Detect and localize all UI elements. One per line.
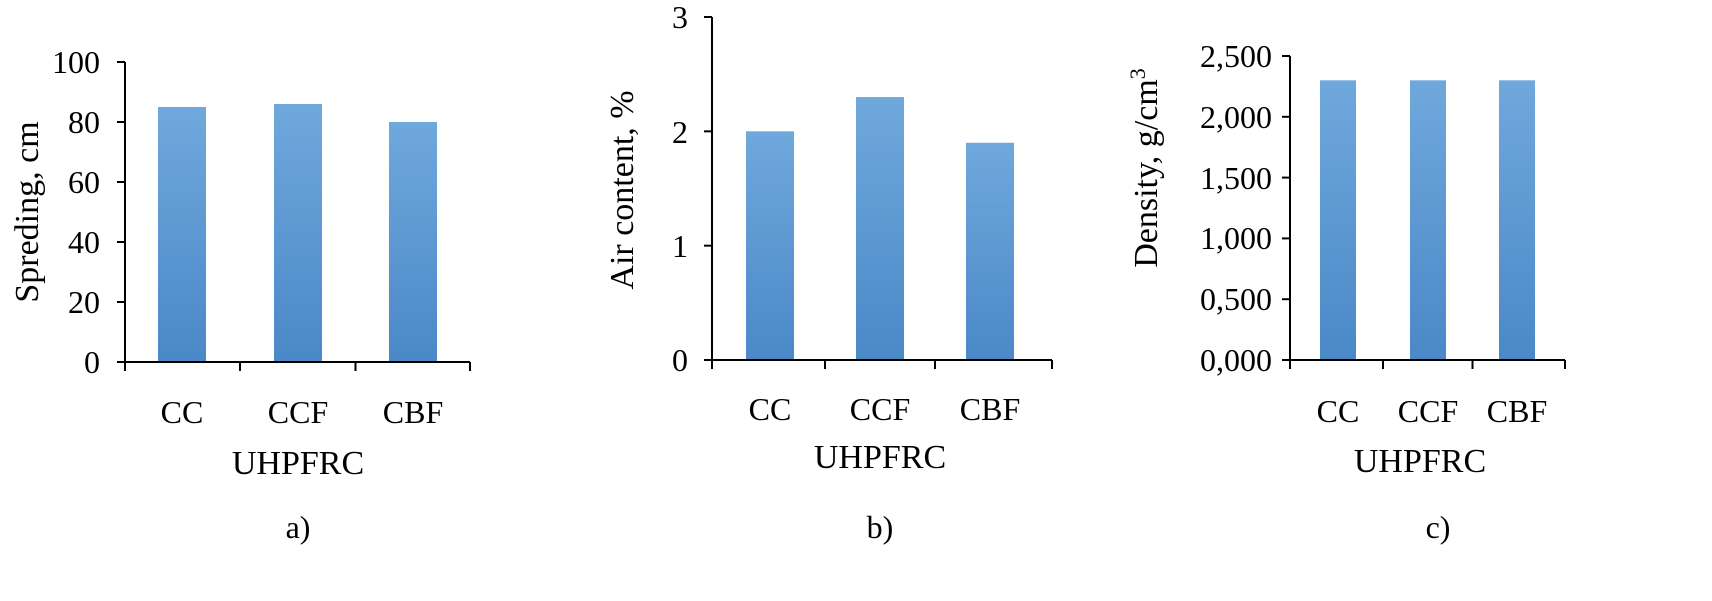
panel-c-y-axis-title-superscript: 3	[1125, 68, 1150, 79]
panel-a-bar-cc	[158, 107, 206, 362]
panel-c-y-axis-title: Density, g/cm3	[1125, 68, 1165, 268]
panel-b-category-cbf: CBF	[960, 391, 1020, 427]
panel-c-bar-ccf	[1410, 80, 1446, 360]
panel-a-x-axis-title: UHPFRC	[232, 445, 364, 482]
panel-b-category-ccf: CCF	[850, 391, 910, 427]
panel-a-label: a)	[286, 509, 311, 545]
panel-a-bar-cbf	[389, 122, 437, 362]
panel-a-category-cbf: CBF	[383, 394, 443, 430]
panel-c-ytick-2: 1,000	[1200, 220, 1272, 256]
panel-a-ticks	[117, 61, 471, 371]
panel-a-ytick-1: 20	[68, 284, 100, 320]
panel-c-ytick-1: 0,500	[1200, 281, 1272, 317]
panel-b-bars	[746, 97, 1014, 361]
panel-b-ytick-1: 1	[672, 228, 688, 264]
panel-b-label: b)	[867, 509, 894, 545]
panel-c: 0,000 0,500 1,000 1,500 2,000 2,500 CC C…	[1125, 38, 1566, 545]
panel-b-category-cc: CC	[749, 391, 792, 427]
panel-a-y-axis-title: Spreding, cm	[9, 121, 46, 302]
panel-c-ytick-5: 2,500	[1200, 38, 1272, 74]
panel-b-ytick-3: 3	[672, 0, 688, 35]
panel-a-ytick-4: 80	[68, 104, 100, 140]
panel-a-bars	[158, 104, 437, 362]
panel-c-ytick-4: 2,000	[1200, 99, 1272, 135]
panel-c-ytick-0: 0,000	[1200, 342, 1272, 378]
panel-a-ytick-2: 40	[68, 224, 100, 260]
panel-a-ytick-3: 60	[68, 164, 100, 200]
panel-c-x-axis-title: UHPFRC	[1354, 443, 1486, 480]
panel-a-bar-ccf	[274, 104, 322, 362]
panel-c-label: c)	[1426, 509, 1451, 545]
panel-b-ticks	[704, 16, 1053, 369]
panel-a-ytick-5: 100	[52, 44, 100, 80]
panel-b-bar-cbf	[966, 142, 1014, 360]
panel-c-bars	[1320, 80, 1535, 360]
panel-b-ytick-2: 2	[672, 114, 688, 150]
panel-b-ytick-0: 0	[672, 342, 688, 378]
panel-c-bar-cc	[1320, 80, 1356, 360]
panel-a-category-ccf: CCF	[268, 394, 328, 430]
panel-c-ticks	[1282, 55, 1566, 369]
panel-a-category-cc: CC	[161, 394, 204, 430]
panel-b-bar-cc	[746, 131, 794, 360]
panel-a-ytick-0: 0	[84, 344, 100, 380]
panel-c-ytick-3: 1,500	[1200, 160, 1272, 196]
panel-c-category-ccf: CCF	[1398, 393, 1458, 429]
panel-b-bar-ccf	[856, 97, 904, 361]
panel-c-category-cc: CC	[1317, 393, 1360, 429]
panel-c-bar-cbf	[1499, 80, 1535, 360]
panel-a: 0 20 40 60 80 100 CC CCF CBF UHPFRC Spre…	[9, 44, 471, 545]
panel-b: 0 1 2 3 CC CCF CBF UHPFRC Air content, %…	[604, 0, 1053, 545]
panel-c-category-cbf: CBF	[1487, 393, 1547, 429]
panel-b-x-axis-title: UHPFRC	[814, 439, 946, 476]
panel-c-y-axis-title-text: Density, g/cm	[1128, 79, 1165, 268]
panel-b-y-axis-title: Air content, %	[604, 90, 641, 289]
